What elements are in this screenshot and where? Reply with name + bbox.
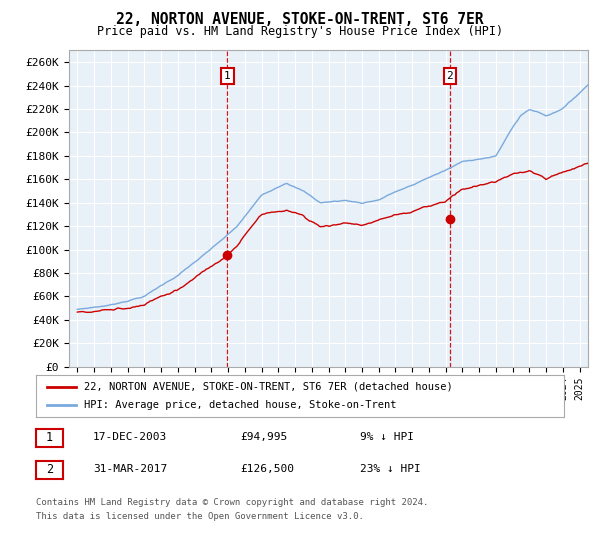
Text: 17-DEC-2003: 17-DEC-2003 xyxy=(93,432,167,442)
Text: 9% ↓ HPI: 9% ↓ HPI xyxy=(360,432,414,442)
Text: This data is licensed under the Open Government Licence v3.0.: This data is licensed under the Open Gov… xyxy=(36,512,364,521)
Text: 1: 1 xyxy=(46,431,53,445)
Text: 1: 1 xyxy=(224,71,231,81)
Text: 23% ↓ HPI: 23% ↓ HPI xyxy=(360,464,421,474)
Text: 22, NORTON AVENUE, STOKE-ON-TRENT, ST6 7ER (detached house): 22, NORTON AVENUE, STOKE-ON-TRENT, ST6 7… xyxy=(83,382,452,392)
Text: 22, NORTON AVENUE, STOKE-ON-TRENT, ST6 7ER: 22, NORTON AVENUE, STOKE-ON-TRENT, ST6 7… xyxy=(116,12,484,27)
Text: 2: 2 xyxy=(446,71,453,81)
Text: Price paid vs. HM Land Registry's House Price Index (HPI): Price paid vs. HM Land Registry's House … xyxy=(97,25,503,38)
Text: £94,995: £94,995 xyxy=(240,432,287,442)
Text: £126,500: £126,500 xyxy=(240,464,294,474)
Text: 31-MAR-2017: 31-MAR-2017 xyxy=(93,464,167,474)
Text: HPI: Average price, detached house, Stoke-on-Trent: HPI: Average price, detached house, Stok… xyxy=(83,400,396,410)
Text: 2: 2 xyxy=(46,463,53,477)
Text: Contains HM Land Registry data © Crown copyright and database right 2024.: Contains HM Land Registry data © Crown c… xyxy=(36,498,428,507)
